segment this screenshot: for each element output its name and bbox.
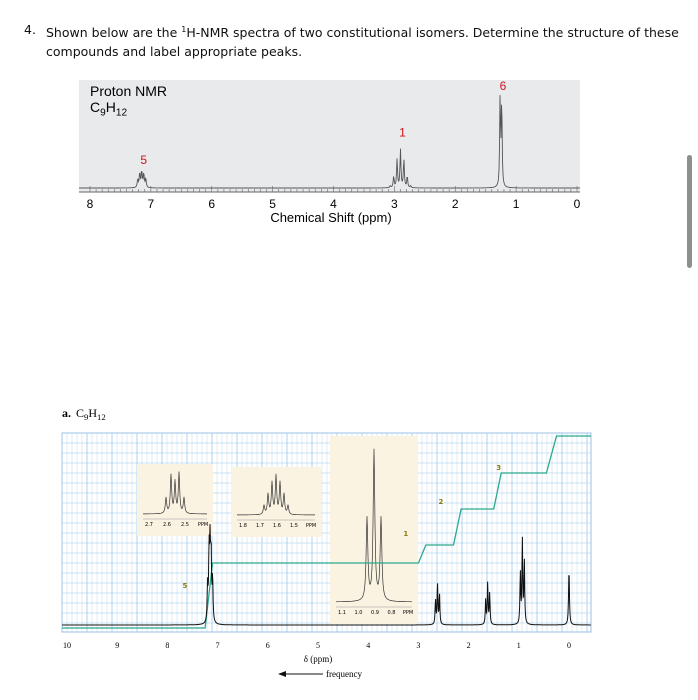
chart2-x-tick-label: 4 [366, 641, 370, 650]
chart2-inset-spectrum [336, 448, 412, 603]
question-superscript: 1 [181, 25, 187, 34]
chart1-x-tick-label: 3 [391, 197, 398, 211]
question-body: Shown below are the 1H-NMR spectra of tw… [46, 20, 692, 61]
chart2-inset-tick-label: 1.0 [355, 610, 363, 616]
chart1-title: Proton NMR [90, 83, 167, 99]
chart2-inset-tick-label: 0.9 [371, 610, 379, 616]
chart2-inset-tick-label: 1.8 [239, 523, 247, 529]
chart1-x-tick-label: 6 [208, 197, 215, 211]
chart2-inset-tick-label: 1.5 [290, 523, 298, 529]
chart2-integration-label: 1 [403, 530, 408, 538]
chart2-integration-label: 5 [183, 582, 188, 590]
chart2-x-tick-label: 3 [416, 641, 420, 650]
chart1-formula: C9H12 [90, 99, 127, 119]
chart2-x-tick-label: 5 [316, 641, 320, 650]
question-number: 4. [24, 22, 36, 37]
chart2-inset-tick-label: 1.6 [273, 523, 281, 529]
chart2-inset-tick-label: 2.5 [181, 522, 189, 528]
chart1-background [79, 80, 580, 192]
chart1-peak-label: 6 [500, 79, 507, 93]
chart1-x-tick-label: 1 [513, 197, 520, 211]
chart2-x-tick-label: 9 [115, 641, 119, 650]
chart1-x-tick-label: 0 [574, 197, 581, 211]
chart2-integration-label: 2 [439, 498, 444, 506]
chart2-x-tick-label: 7 [216, 641, 220, 650]
chart2-x-tick-label: 8 [165, 641, 169, 650]
chart2-inset-tick-label: PPM [198, 522, 208, 528]
chart2-inset-tick-label: PPM [403, 610, 413, 616]
chart2-x-tick-label: 10 [63, 641, 71, 650]
scrollbar-thumb[interactable] [687, 155, 692, 268]
chart2-x-tick-label: 0 [567, 641, 571, 650]
question-text: 4. Shown below are the 1H-NMR spectra of… [24, 20, 692, 61]
chart2-spectrum-line [62, 524, 591, 626]
chart2-inset-spectrum [237, 473, 315, 516]
chart1-peak-label: 1 [399, 125, 406, 139]
chart1-x-tick-label: 5 [269, 197, 276, 211]
chart2-inset-tick-label: 0.8 [388, 610, 396, 616]
chart2-inset-spectrum [143, 471, 207, 515]
chart1-x-tick-label: 7 [148, 197, 155, 211]
chart2-frequency-label: frequency [326, 669, 362, 679]
chart2-x-tick-label: 2 [467, 641, 471, 650]
chart1-x-tick-label: 2 [452, 197, 459, 211]
chart1-peak-label: 5 [140, 153, 147, 167]
chart2-formula: C9H12 [76, 406, 106, 422]
chart2-inset-tick-label: 2.6 [163, 522, 171, 528]
chart2-x-tick-label: 1 [517, 641, 521, 650]
chart1-x-axis-label: Chemical Shift (ppm) [270, 210, 391, 225]
chart2-panel-label: a. [62, 406, 71, 420]
chart2-inset-tick-label: 2.7 [145, 522, 153, 528]
chart2-frequency-arrowhead [278, 671, 286, 677]
question-text-before: Shown below are the [46, 25, 182, 41]
chart2-x-axis-label: δ (ppm) [304, 654, 333, 664]
chart1-x-tick-label: 4 [330, 197, 337, 211]
chart2-inset-tick-label: 1.7 [256, 523, 264, 529]
question-text-after: H-NMR spectra of two constitutional isom… [46, 25, 679, 60]
chart2-x-tick-label: 6 [266, 641, 270, 650]
chart2-inset-tick-label: 1.1 [338, 610, 346, 616]
chart1-spectrum-line [79, 95, 580, 189]
chart2-inset-box [137, 464, 213, 536]
chart2-integration-label: 3 [496, 464, 501, 472]
chart2-inset-tick-label: PPM [306, 523, 316, 529]
chart1-x-tick-label: 8 [87, 197, 94, 211]
